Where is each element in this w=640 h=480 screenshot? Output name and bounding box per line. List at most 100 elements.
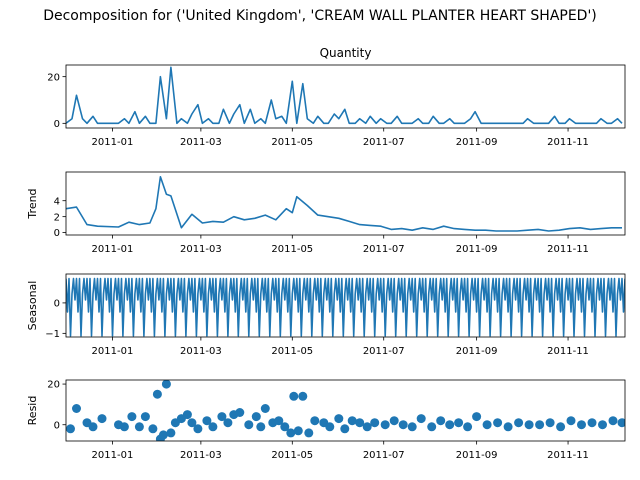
- resid-point: [260, 404, 270, 413]
- resid-point: [617, 418, 625, 428]
- x-tick-label: 2011-01: [92, 450, 134, 461]
- x-tick-label: 2011-05: [271, 346, 313, 357]
- trend-data: [66, 176, 622, 232]
- trend-ylabel: Trend: [26, 188, 39, 219]
- resid-point: [454, 418, 464, 428]
- resid-point: [362, 422, 372, 432]
- trend-panel: 2011-01 2011-03 2011-05 2011-07 2011-09 2011-…: [26, 171, 626, 255]
- resid-point: [152, 389, 162, 399]
- resid-point: [161, 380, 171, 389]
- resid-point: [482, 420, 492, 430]
- x-tick-label: 2011-07: [363, 450, 405, 461]
- resid-point: [187, 418, 197, 428]
- y-tick-label: −1: [45, 329, 60, 340]
- resid-point: [355, 418, 365, 428]
- observed-title: Quantity: [320, 46, 372, 60]
- resid-point: [524, 420, 534, 430]
- resid-point: [566, 416, 576, 426]
- resid-point: [235, 408, 245, 417]
- resid-point: [577, 420, 586, 430]
- x-tick-label: 2011-03: [180, 450, 222, 461]
- x-tick-label: 2011-09: [456, 137, 498, 148]
- resid-point: [182, 410, 192, 420]
- resid-point: [217, 412, 227, 422]
- resid-point: [608, 416, 618, 426]
- resid-point: [535, 420, 545, 430]
- observed-panel: 2011-01 2011-03 2011-05 2011-07 2011-09 2011-…: [47, 46, 626, 148]
- resid-point: [244, 420, 254, 430]
- resid-point: [256, 422, 266, 432]
- resid-point: [286, 428, 296, 438]
- x-tick-label: 2011-05: [271, 137, 313, 148]
- x-tick-label: 2011-05: [271, 244, 313, 255]
- resid-point: [416, 414, 426, 424]
- y-tick-label: 2: [54, 212, 60, 223]
- resid-frame: [65, 379, 626, 442]
- x-tick-label: 2011-01: [92, 244, 134, 255]
- y-tick-label: 4: [54, 196, 60, 207]
- y-tick-label: 0: [54, 119, 60, 130]
- resid-point: [598, 420, 607, 430]
- resid-point: [445, 420, 455, 430]
- resid-point: [389, 416, 399, 426]
- resid-point: [193, 424, 203, 434]
- x-tick-label: 2011-11: [547, 450, 589, 461]
- observed-frame: [65, 64, 626, 129]
- resid-point: [463, 422, 473, 432]
- seasonal-data: [66, 277, 625, 337]
- observed-line: [66, 66, 623, 125]
- resid-point: [298, 391, 308, 401]
- figure-suptitle: Decomposition for ('United Kingdom', 'CR…: [43, 8, 597, 24]
- seasonal-panel: 2011-01 2011-03 2011-05 2011-07 2011-09 2011-…: [26, 273, 626, 357]
- resid-point: [304, 428, 314, 438]
- resid-point: [427, 422, 437, 432]
- x-tick-label: 2011-09: [456, 346, 498, 357]
- resid-point: [587, 418, 597, 428]
- x-tick-label: 2011-07: [363, 346, 405, 357]
- resid-point: [556, 422, 566, 432]
- resid-point: [347, 416, 357, 426]
- y-tick-label: 20: [47, 380, 60, 391]
- x-tick-label: 2011-11: [547, 244, 589, 255]
- resid-data: [66, 380, 625, 441]
- x-tick-label: 2011-07: [363, 244, 405, 255]
- x-tick-label: 2011-01: [92, 137, 134, 148]
- x-tick-label: 2011-03: [180, 346, 222, 357]
- trend-line: [66, 176, 622, 232]
- x-tick-label: 2011-05: [271, 450, 313, 461]
- resid-point: [274, 416, 284, 426]
- resid-point: [545, 418, 555, 428]
- resid-point: [514, 418, 524, 428]
- resid-point: [97, 414, 107, 424]
- resid-point: [148, 424, 158, 434]
- x-tick-label: 2011-11: [547, 346, 589, 357]
- seasonal-ylabel: Seasonal: [26, 281, 39, 331]
- resid-point: [380, 420, 390, 430]
- resid-point: [140, 412, 150, 422]
- resid-point: [166, 428, 176, 438]
- resid-point: [134, 422, 144, 432]
- x-tick-label: 2011-01: [92, 346, 134, 357]
- resid-point: [398, 420, 408, 430]
- resid-point: [407, 422, 417, 432]
- resid-point: [280, 422, 290, 432]
- resid-point: [436, 416, 446, 426]
- resid-point: [202, 416, 212, 426]
- y-tick-label: 0: [54, 420, 60, 431]
- resid-point: [119, 422, 129, 432]
- x-tick-label: 2011-09: [456, 450, 498, 461]
- resid-point: [158, 430, 168, 440]
- resid-ylabel: Resid: [26, 396, 39, 426]
- x-tick-label: 2011-07: [363, 137, 405, 148]
- resid-point: [503, 422, 513, 432]
- resid-point: [493, 418, 503, 428]
- resid-point: [472, 412, 482, 422]
- resid-point: [293, 426, 303, 436]
- x-tick-label: 2011-09: [456, 244, 498, 255]
- seasonal-line: [66, 277, 625, 337]
- y-tick-label: 20: [47, 72, 60, 83]
- y-tick-label: 0: [54, 228, 60, 239]
- resid-point: [127, 412, 137, 422]
- y-tick-label: 0: [54, 299, 60, 310]
